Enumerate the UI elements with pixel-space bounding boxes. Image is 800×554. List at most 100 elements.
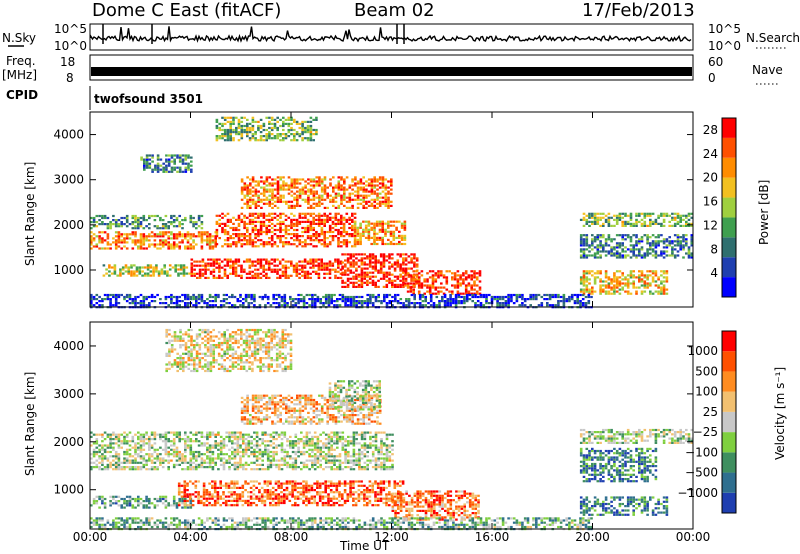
velocity-colorbar-swatch-6 — [722, 371, 736, 392]
velocity-colorbar-tick-0: 1000 — [687, 344, 718, 358]
x-tick-label-3: 12:00 — [374, 530, 409, 544]
power-colorbar-tick-4: 20 — [703, 171, 718, 185]
x-tick-label-5: 20:00 — [575, 530, 610, 544]
velocity-ytick-label-2: 3000 — [53, 387, 84, 401]
power-y-axis: 1000 2000 3000 4000 — [53, 128, 693, 277]
freq-unit-label: [MHz] — [2, 68, 37, 82]
power-band-8 — [240, 176, 393, 209]
velocity-colorbar-swatch-4 — [722, 411, 736, 433]
velocity-heatmap-data — [90, 328, 694, 531]
freq-trace — [91, 67, 692, 76]
power-colorbar: 4 8 12 16 20 24 28 — [703, 117, 737, 298]
velocity-colorbar-swatch-3 — [722, 432, 736, 453]
velocity-ylabel: Slant Range [km] — [23, 372, 37, 476]
velocity-colorbar-tick-3: 25 — [703, 405, 718, 419]
nsky-tick-top: 10^5 — [54, 22, 87, 36]
date-label: 17/Feb/2013 — [582, 0, 695, 21]
velocity-band-7 — [579, 428, 694, 444]
power-colorbar-swatch-4 — [722, 197, 736, 218]
velocity-band-8 — [579, 447, 658, 483]
power-colorbar-swatch-7 — [722, 137, 736, 158]
power-colorbar-swatch-0 — [722, 277, 736, 297]
power-band-12 — [579, 234, 694, 259]
power-band-9 — [140, 154, 193, 173]
nave-tick-top: 60 — [708, 55, 723, 69]
velocity-colorbar-tick-5: −100 — [685, 445, 718, 459]
plot-title: Dome C East (fitACF) — [92, 0, 281, 21]
power-band-3 — [353, 220, 407, 246]
velocity-colorbar-tick-4: −25 — [693, 425, 718, 439]
velocity-colorbar: 1000 500 100 25 −25 −100 −500 −1000 — [677, 330, 737, 514]
power-colorbar-swatch-6 — [722, 157, 736, 178]
power-colorbar-swatch-2 — [722, 237, 736, 258]
power-colorbar-swatch-1 — [722, 257, 736, 278]
power-ytick-label-3: 4000 — [53, 128, 84, 142]
power-colorbar-label: Power [dB] — [757, 180, 771, 245]
nsky-panel-frame — [89, 23, 694, 51]
x-tick-label-2: 08:00 — [274, 530, 309, 544]
nave-label: Nave — [752, 63, 783, 77]
cpid-text: twofsound 3501 — [94, 92, 203, 106]
velocity-colorbar-swatch-2 — [722, 452, 736, 473]
x-tick-label-1: 04:00 — [173, 530, 208, 544]
power-ylabel: Slant Range [km] — [23, 162, 37, 266]
power-ytick-label-0: 1000 — [53, 263, 84, 277]
velocity-band-5 — [328, 380, 381, 411]
time-x-axis: 00:00 04:00 08:00 12:00 16:00 20:00 00:00 — [73, 112, 711, 544]
velocity-band-1 — [90, 495, 193, 509]
power-ytick-label-1: 2000 — [53, 218, 84, 232]
nsearch-label: N.Search — [746, 31, 800, 45]
velocity-band-10 — [90, 517, 593, 531]
velocity-colorbar-swatch-0 — [722, 492, 736, 513]
x-tick-label-4: 16:00 — [475, 530, 510, 544]
power-colorbar-tick-6: 28 — [703, 123, 718, 137]
power-colorbar-swatch-3 — [722, 217, 736, 238]
nsky-tick-bottom-right: 10^0 — [708, 39, 741, 53]
freq-label: Freq. — [6, 54, 36, 68]
power-colorbar-tick-3: 16 — [703, 195, 718, 209]
velocity-colorbar-frame — [721, 330, 737, 514]
nsky-label: N.Sky — [2, 31, 36, 45]
velocity-colorbar-tick-6: −500 — [685, 466, 718, 480]
velocity-colorbar-swatch-5 — [722, 391, 736, 412]
power-band-10 — [215, 116, 318, 142]
velocity-ytick-label-0: 1000 — [53, 483, 84, 497]
power-band-4 — [102, 264, 191, 277]
power-band-14 — [90, 293, 593, 309]
beam-label: Beam 02 — [354, 0, 435, 21]
velocity-colorbar-tick-7: −1000 — [677, 486, 718, 500]
freq-tick-top: 18 — [60, 55, 75, 69]
power-colorbar-tick-2: 12 — [703, 218, 718, 232]
power-ytick-label-2: 3000 — [53, 173, 84, 187]
power-band-0 — [90, 214, 204, 230]
velocity-colorbar-tick-2: 100 — [695, 385, 718, 399]
power-colorbar-tick-5: 24 — [703, 147, 718, 161]
power-band-2 — [215, 212, 357, 248]
nsky-tick-top-right: 10^5 — [708, 22, 741, 36]
nsky-trace — [90, 24, 692, 44]
velocity-colorbar-swatch-7 — [722, 351, 736, 372]
velocity-colorbar-swatch-8 — [722, 331, 736, 352]
power-band-11 — [579, 212, 694, 227]
power-colorbar-tick-0: 4 — [710, 266, 718, 280]
nave-tick-bottom: 0 — [708, 71, 716, 85]
velocity-ytick-label-3: 4000 — [53, 339, 84, 353]
power-colorbar-frame — [721, 117, 737, 298]
x-axis-label: Time UT — [339, 539, 390, 553]
velocity-ytick-label-1: 2000 — [53, 435, 84, 449]
cpid-label: CPID — [6, 88, 38, 102]
power-heatmap-data — [90, 116, 694, 309]
x-tick-label-0: 00:00 — [73, 530, 108, 544]
freq-panel-frame — [89, 54, 694, 81]
power-panel-frame — [89, 111, 694, 308]
velocity-band-2 — [177, 480, 405, 507]
velocity-band-3 — [391, 490, 480, 521]
power-band-6 — [341, 253, 419, 288]
freq-tick-bottom: 8 — [66, 71, 74, 85]
nsky-trace-line — [90, 26, 692, 43]
x-tick-label-6: 00:00 — [676, 530, 711, 544]
power-colorbar-swatch-8 — [722, 118, 736, 138]
velocity-colorbar-label: Velocity [m s⁻¹] — [773, 367, 787, 460]
power-colorbar-swatch-5 — [722, 177, 736, 198]
